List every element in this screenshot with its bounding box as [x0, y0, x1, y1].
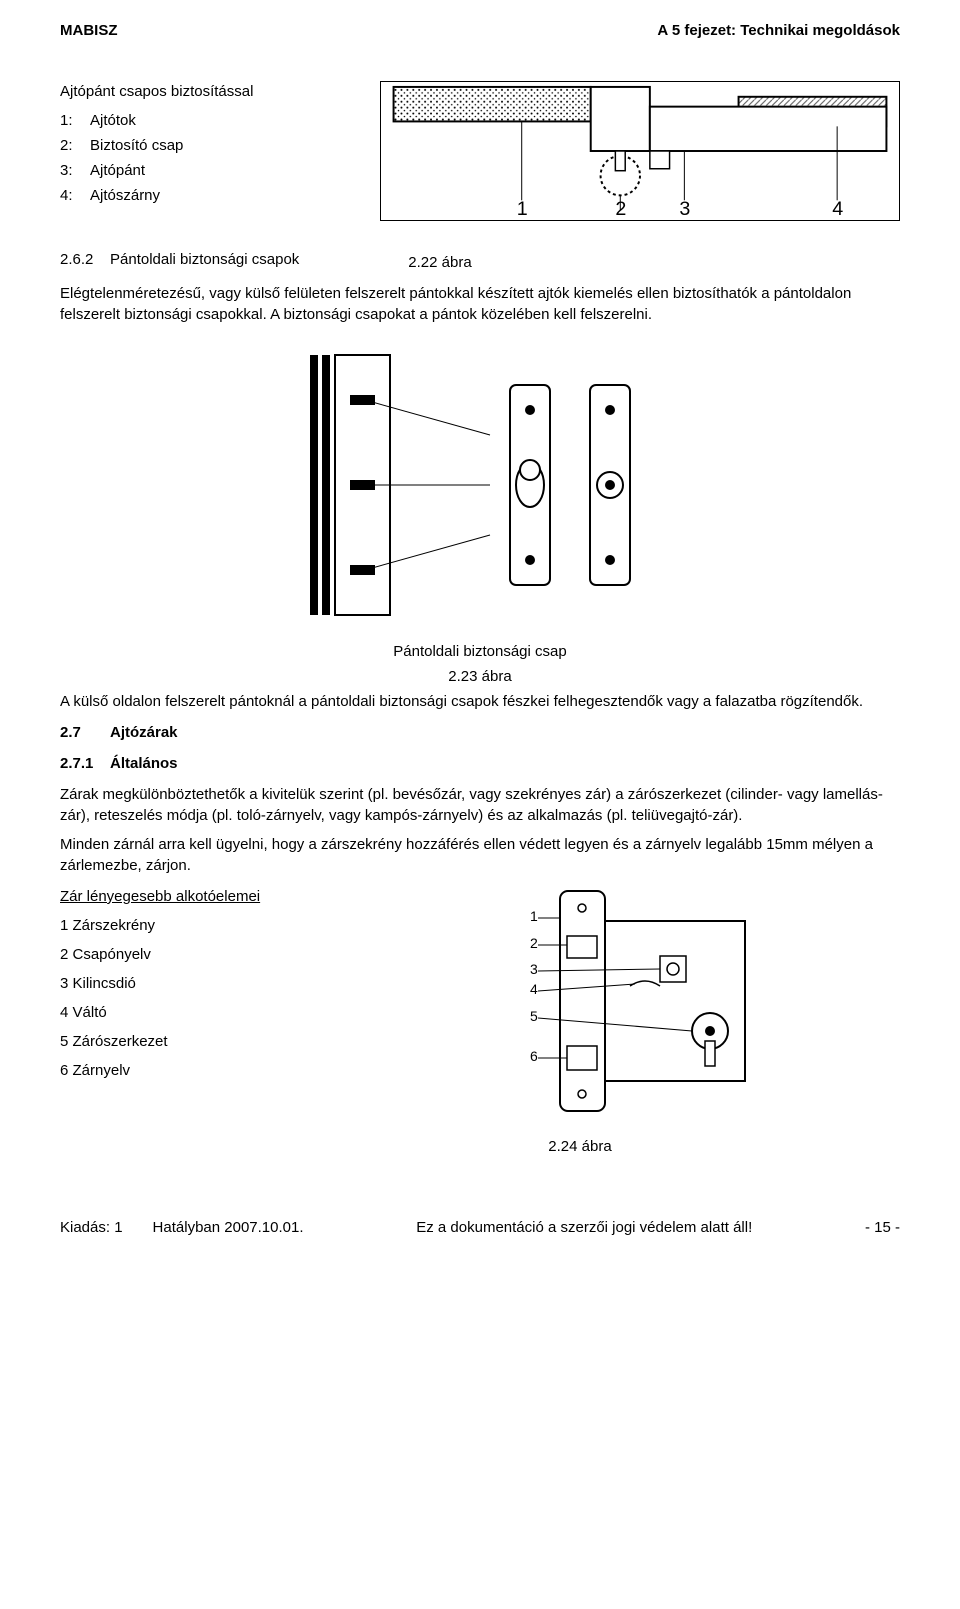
lock-components-list: 1 Zárszekrény 2 Csapónyelv 3 Kilincsdió … [60, 915, 460, 1081]
svg-text:2: 2 [530, 935, 538, 951]
fig222-label-4: 4 [832, 198, 843, 220]
page-header: MABISZ A 5 fejezet: Technikai megoldások [60, 20, 900, 41]
svg-text:4: 4 [530, 981, 538, 997]
fig222-label-2: 2 [615, 198, 626, 220]
list-item: 3:Ajtópánt [60, 160, 360, 181]
list-item: 2:Biztosító csap [60, 135, 360, 156]
lock-components: Zár lényegesebb alkotóelemei 1 Zárszekré… [60, 886, 460, 1089]
list-item: 6 Zárnyelv [60, 1060, 460, 1081]
section-271-p1: Zárak megkülönböztethetők a kivitelük sz… [60, 784, 900, 826]
section-271-num: 2.7.1 [60, 753, 110, 774]
figure-222-legend: Ajtópánt csapos biztosítással 1:Ajtótok … [60, 81, 360, 210]
section-271-p2: Minden zárnál arra kell ügyelni, hogy a … [60, 834, 900, 876]
list-num: 1: [60, 110, 90, 131]
figure-222-diagram-wrap: 1 2 3 4 [380, 81, 900, 229]
list-item: 3 Kilincsdió [60, 973, 460, 994]
lock-title: Zár lényegesebb alkotóelemei [60, 886, 460, 907]
fig222-label-1: 1 [517, 198, 528, 220]
svg-text:5: 5 [530, 1008, 538, 1024]
list-item: 1:Ajtótok [60, 110, 360, 131]
fig223-caption: 2.23 ábra [60, 666, 900, 687]
list-item: 1 Zárszekrény [60, 915, 460, 936]
list-label: Ajtószárny [90, 185, 160, 206]
header-right: A 5 fejezet: Technikai megoldások [657, 20, 900, 41]
footer-kiadas: Kiadás: 1 [60, 1217, 123, 1238]
fig222-list: 1:Ajtótok 2:Biztosító csap 3:Ajtópánt 4:… [60, 110, 360, 206]
svg-text:1: 1 [530, 908, 538, 924]
fig222-caption: 2.22 ábra [340, 252, 540, 273]
fig222-label-3: 3 [679, 198, 690, 220]
section-27-title: Ajtózárak [110, 722, 178, 743]
svg-text:6: 6 [530, 1048, 538, 1064]
header-left: MABISZ [60, 20, 118, 41]
list-item: 2 Csapónyelv [60, 944, 460, 965]
list-item: 5 Zárószerkezet [60, 1031, 460, 1052]
list-num: 2: [60, 135, 90, 156]
footer-left: Kiadás: 1 Hatályban 2007.10.01. [60, 1217, 304, 1238]
section-271-heading: 2.7.1 Általános [60, 753, 900, 774]
figure-222-section: Ajtópánt csapos biztosítással 1:Ajtótok … [60, 81, 900, 229]
list-num: 3: [60, 160, 90, 181]
fig224-caption: 2.24 ábra [260, 1136, 900, 1157]
fig223-title: Pántoldali biztonsági csap [60, 641, 900, 662]
section-27-heading: 2.7 Ajtózárak [60, 722, 900, 743]
footer-hatalyban: Hatályban 2007.10.01. [153, 1217, 304, 1238]
lock-section: Zár lényegesebb alkotóelemei 1 Zárszekré… [60, 886, 900, 1116]
list-label: Biztosító csap [90, 135, 183, 156]
section-271-title: Általános [110, 753, 178, 774]
fig222-list-title: Ajtópánt csapos biztosítással [60, 81, 360, 102]
section-27-num: 2.7 [60, 722, 110, 743]
figure-223-wrap [60, 345, 900, 631]
list-label: Ajtótok [90, 110, 136, 131]
list-item: 4 Váltó [60, 1002, 460, 1023]
footer-copyright: Ez a dokumentáció a szerzői jogi védelem… [416, 1217, 752, 1238]
svg-text:3: 3 [530, 961, 538, 977]
footer-page: - 15 - [865, 1217, 900, 1238]
fig223-text: A külső oldalon felszerelt pántoknál a p… [60, 691, 900, 712]
list-item: 4:Ajtószárny [60, 185, 360, 206]
figure-222-diagram: 1 2 3 4 [380, 81, 900, 221]
list-label: Ajtópánt [90, 160, 145, 181]
figure-224-wrap: 1 2 3 4 5 6 [490, 886, 900, 1116]
list-num: 4: [60, 185, 90, 206]
section-262-title: Pántoldali biztonsági csapok [110, 249, 299, 270]
figure-224-diagram: 1 2 3 4 5 6 [510, 886, 790, 1116]
section-262-text: Elégtelenméretezésű, vagy külső felülete… [60, 283, 900, 325]
figure-223-diagram [290, 345, 670, 625]
page-footer: Kiadás: 1 Hatályban 2007.10.01. Ez a dok… [60, 1217, 900, 1238]
section-262-num: 2.6.2 [60, 249, 110, 270]
